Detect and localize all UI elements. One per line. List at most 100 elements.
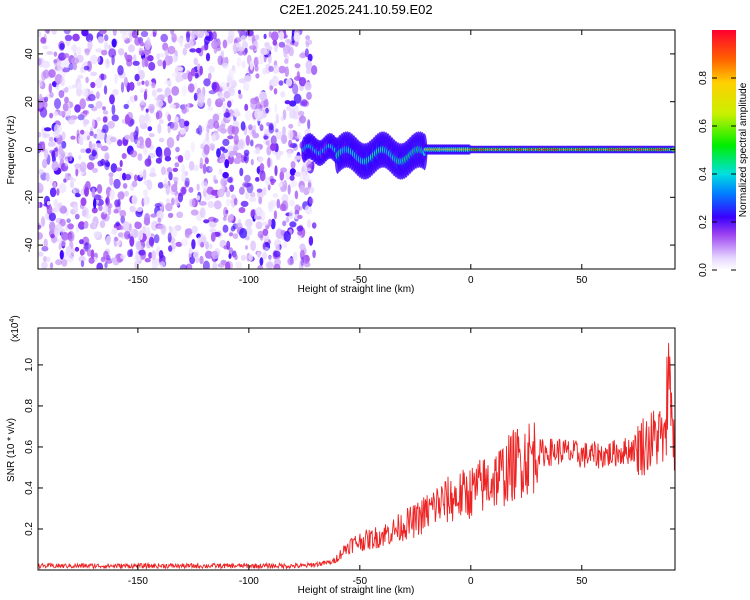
noise-speckle — [96, 262, 103, 269]
noise-speckle — [168, 171, 173, 181]
noise-speckle — [85, 214, 91, 220]
noise-speckle — [289, 168, 296, 176]
noise-speckle — [199, 157, 204, 168]
noise-speckle — [255, 221, 263, 230]
noise-speckle — [137, 153, 143, 161]
snr-y-label: SNR (10 * v/v) — [6, 418, 17, 482]
noise-speckle — [172, 176, 179, 182]
noise-speckle — [278, 65, 287, 74]
noise-speckle — [275, 113, 279, 124]
noise-speckle — [161, 166, 166, 176]
noise-speckle — [121, 153, 127, 159]
noise-speckle — [111, 114, 119, 122]
snr-y-ticks: 0.2 0.4 0.6 0.8 1.0 — [24, 358, 675, 536]
noise-speckle — [241, 60, 246, 69]
noise-speckle — [308, 186, 315, 194]
noise-speckle — [102, 116, 108, 123]
noise-speckle — [211, 81, 217, 91]
noise-speckle — [248, 254, 253, 261]
noise-speckle — [55, 259, 63, 266]
snr-multiplier: (x104) — [9, 315, 21, 342]
noise-speckle — [98, 205, 103, 211]
noise-speckle — [259, 257, 264, 266]
noise-speckle — [227, 100, 232, 108]
noise-speckle — [74, 104, 81, 113]
noise-speckle — [223, 206, 228, 218]
snr-x-ticks: -150 -100 -50 0 50 — [128, 328, 588, 587]
noise-speckle — [184, 177, 190, 187]
spectrogram-y-ticks: -40 -20 0 20 40 — [24, 48, 675, 252]
noise-speckle — [83, 119, 90, 125]
noise-speckle — [258, 156, 264, 163]
noise-speckle — [273, 250, 281, 258]
noise-speckle — [171, 86, 180, 96]
noise-speckle — [100, 73, 105, 81]
noise-speckle — [209, 143, 216, 151]
noise-speckle — [80, 129, 85, 135]
noise-speckle — [203, 78, 211, 87]
noise-speckle — [234, 254, 238, 261]
noise-speckle — [153, 234, 160, 244]
noise-speckle — [229, 150, 234, 158]
noise-speckle — [250, 158, 254, 166]
snr-plot-area — [38, 342, 675, 570]
noise-speckle — [58, 110, 66, 117]
noise-speckle — [129, 32, 133, 43]
noise-speckle — [253, 56, 259, 67]
noise-speckle — [294, 190, 299, 200]
x-tick-label: -50 — [353, 576, 368, 587]
noise-speckle — [179, 264, 188, 269]
noise-speckle — [204, 35, 211, 41]
noise-speckle — [156, 246, 160, 255]
noise-speckle — [42, 45, 49, 50]
noise-speckle — [228, 86, 236, 97]
noise-speckle — [171, 55, 178, 63]
noise-speckle — [187, 83, 195, 93]
noise-speckle — [263, 234, 270, 243]
noise-speckle — [257, 265, 264, 269]
noise-speckle — [40, 141, 46, 152]
noise-speckle — [220, 177, 228, 187]
noise-speckle — [259, 170, 266, 182]
noise-speckle — [72, 62, 78, 71]
noise-speckle — [158, 250, 164, 259]
noise-speckle — [76, 47, 82, 55]
noise-speckle — [63, 58, 70, 69]
noise-speckle — [144, 115, 152, 124]
noise-speckle — [184, 149, 191, 161]
noise-speckle — [38, 224, 42, 229]
noise-speckle — [114, 73, 119, 84]
noise-speckle — [243, 149, 250, 156]
spectrogram-x-ticks: -150 -100 -50 0 50 — [128, 30, 588, 286]
noise-speckle — [203, 219, 210, 224]
noise-speckle — [208, 166, 213, 172]
noise-speckle — [148, 252, 153, 259]
noise-speckle — [93, 231, 101, 239]
colorbar-tick-label: 0.2 — [698, 215, 709, 229]
noise-speckle — [142, 169, 147, 180]
noise-speckle — [122, 221, 130, 232]
noise-speckle — [210, 232, 216, 242]
noise-speckle — [56, 60, 65, 71]
noise-speckle — [284, 100, 291, 105]
noise-speckle — [222, 148, 228, 153]
noise-speckle — [49, 262, 54, 269]
noise-speckle — [167, 167, 173, 174]
noise-speckle — [60, 76, 65, 87]
noise-speckle — [143, 48, 152, 55]
snr-series-line — [38, 342, 675, 570]
noise-speckle — [274, 165, 278, 177]
noise-speckle — [288, 210, 294, 220]
noise-speckle — [123, 76, 128, 88]
noise-speckle — [138, 142, 145, 149]
noise-speckle — [310, 65, 318, 76]
noise-speckle — [96, 128, 102, 134]
noise-speckle — [244, 103, 249, 111]
noise-speckle — [92, 143, 96, 150]
y-tick-label: 1.0 — [24, 358, 35, 372]
noise-speckle — [120, 215, 125, 224]
noise-speckle — [222, 216, 227, 222]
noise-speckle — [72, 44, 77, 53]
noise-speckle — [229, 213, 234, 221]
noise-speckle — [212, 113, 220, 122]
